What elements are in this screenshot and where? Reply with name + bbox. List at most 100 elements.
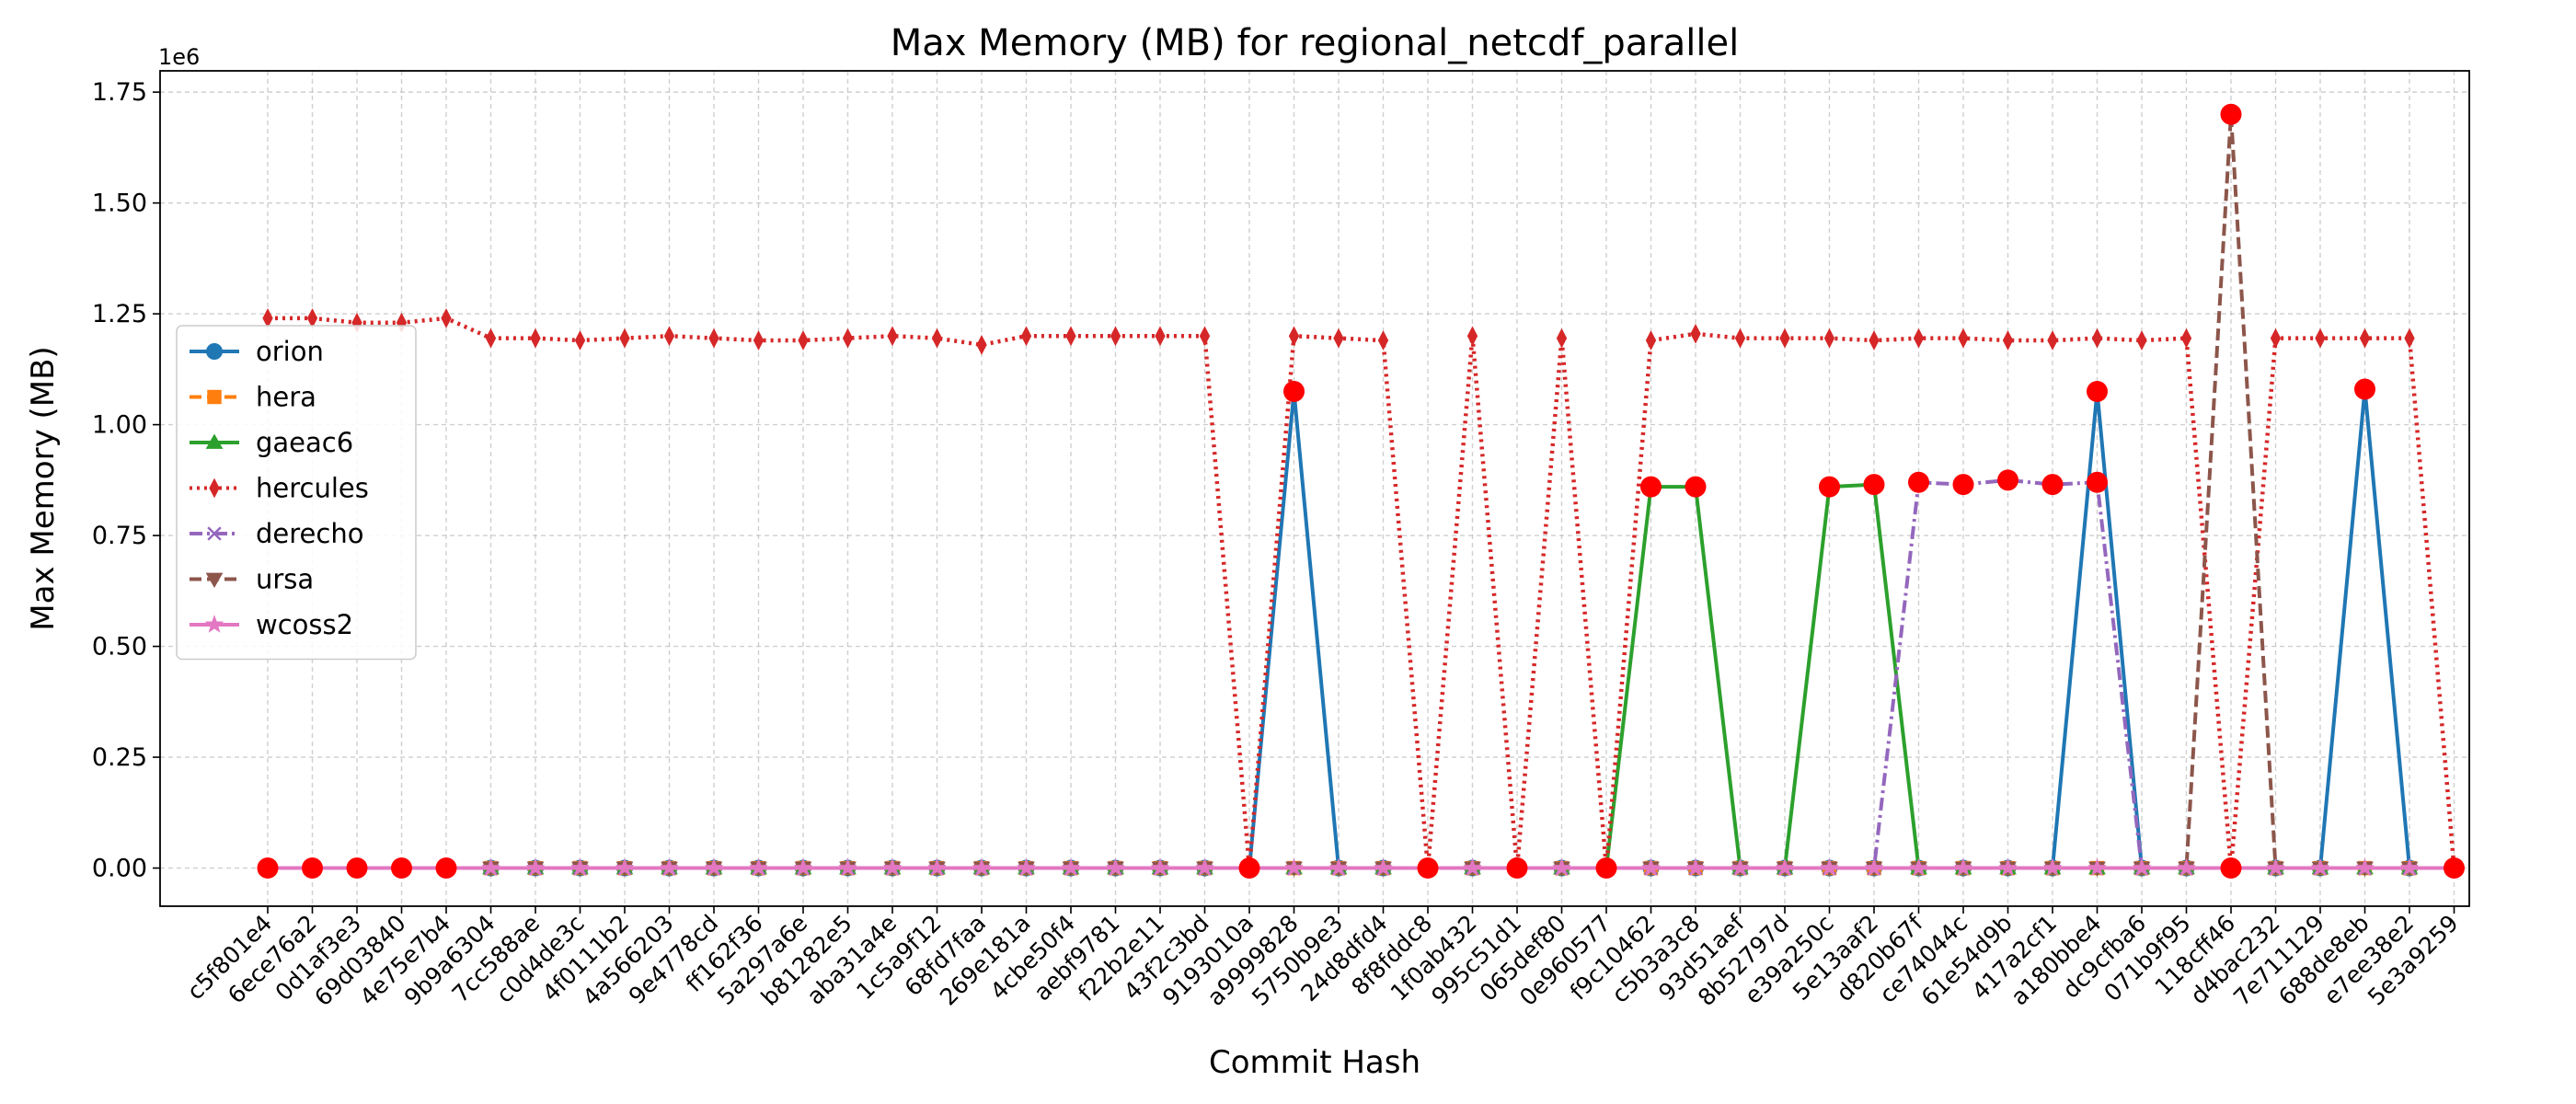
marker <box>1155 326 1166 347</box>
marker <box>842 328 854 349</box>
marker <box>1998 857 2018 877</box>
legend-label: gaeac6 <box>256 427 353 458</box>
highlight-point <box>1506 857 1528 880</box>
marker <box>2270 328 2282 349</box>
marker <box>1641 857 1661 877</box>
marker <box>205 433 224 449</box>
marker <box>2091 328 2103 349</box>
highlight-point <box>1863 474 1885 496</box>
marker <box>2399 857 2420 877</box>
marker <box>1820 857 1839 877</box>
marker <box>887 326 898 347</box>
marker <box>1734 328 1746 349</box>
marker <box>1779 328 1790 349</box>
marker <box>927 857 947 877</box>
marker <box>209 477 220 499</box>
marker <box>882 857 903 877</box>
marker <box>2180 328 2192 349</box>
marker <box>619 328 630 349</box>
marker <box>570 857 590 877</box>
marker <box>207 526 222 541</box>
marker <box>1823 328 1835 349</box>
marker <box>481 857 500 877</box>
marker <box>1150 857 1170 877</box>
marker <box>530 328 541 349</box>
highlight-point <box>2220 857 2242 880</box>
marker <box>441 308 452 328</box>
y-tick-label: 1.25 <box>92 300 147 328</box>
highlight-point <box>1640 476 1662 498</box>
marker <box>2404 328 2415 349</box>
y-tick-label: 0.75 <box>92 522 147 550</box>
y-tick-label: 1.75 <box>92 78 147 107</box>
highlight-point <box>1238 857 1260 880</box>
marker <box>1645 330 1657 351</box>
highlight-point <box>1819 476 1840 498</box>
marker <box>2132 857 2152 877</box>
marker <box>749 857 768 877</box>
legend-label: wcoss2 <box>256 609 353 640</box>
marker <box>1466 326 1478 347</box>
legend-label: hera <box>256 382 316 413</box>
marker <box>2177 857 2196 877</box>
marker <box>798 330 809 351</box>
series-line <box>268 316 2456 870</box>
highlight-point <box>2087 380 2108 402</box>
highlight-point <box>1908 471 1929 493</box>
marker <box>1199 326 1211 347</box>
marker <box>1552 857 1571 877</box>
marker <box>574 330 586 351</box>
marker <box>1869 330 1880 351</box>
marker <box>1288 326 1300 347</box>
marker <box>615 857 635 877</box>
marker <box>2087 857 2107 877</box>
x-axis-label: Commit Hash <box>1209 1044 1420 1081</box>
marker <box>1463 857 1482 877</box>
y-tick-label: 1.00 <box>92 411 147 440</box>
marker <box>2047 330 2058 351</box>
marker <box>1328 857 1349 877</box>
marker <box>2355 857 2375 877</box>
highlight-point <box>1283 380 1305 402</box>
marker <box>1909 857 1928 877</box>
highlight-point <box>257 857 279 880</box>
highlight-point <box>1952 474 1974 496</box>
highlight-point <box>2220 103 2242 125</box>
marker <box>1864 857 1884 877</box>
marker <box>1333 328 1344 349</box>
marker <box>2310 857 2330 877</box>
highlight-point <box>1595 857 1617 880</box>
marker <box>660 857 679 877</box>
marker <box>931 328 943 349</box>
legend-label: hercules <box>256 473 369 504</box>
marker <box>1061 857 1081 877</box>
marker <box>206 343 223 360</box>
marker <box>1731 857 1750 877</box>
marker <box>2315 328 2326 349</box>
marker <box>663 326 675 347</box>
marker <box>2136 330 2147 351</box>
marker <box>1556 328 1568 349</box>
y-tick-label: 0.25 <box>92 743 147 772</box>
y-tick-label: 0.50 <box>92 633 147 661</box>
legend-label: derecho <box>256 518 363 549</box>
marker <box>1690 323 1701 344</box>
y-tick-label: 1.50 <box>92 190 147 218</box>
highlight-point <box>1997 469 2018 491</box>
y-axis-label: Max Memory (MB) <box>25 346 62 630</box>
highlight-point <box>2041 474 2064 496</box>
marker <box>972 857 992 877</box>
marker <box>2359 328 2371 349</box>
marker <box>2042 857 2063 877</box>
highlight-point <box>302 857 323 880</box>
marker <box>1913 328 1925 349</box>
highlight-point <box>391 857 412 880</box>
chart-title: Max Memory (MB) for regional_netcdf_para… <box>891 22 1739 64</box>
marker <box>838 857 857 877</box>
marker <box>708 328 719 349</box>
marker <box>205 572 224 589</box>
highlight-point <box>346 857 368 880</box>
highlight-point <box>1417 857 1439 880</box>
